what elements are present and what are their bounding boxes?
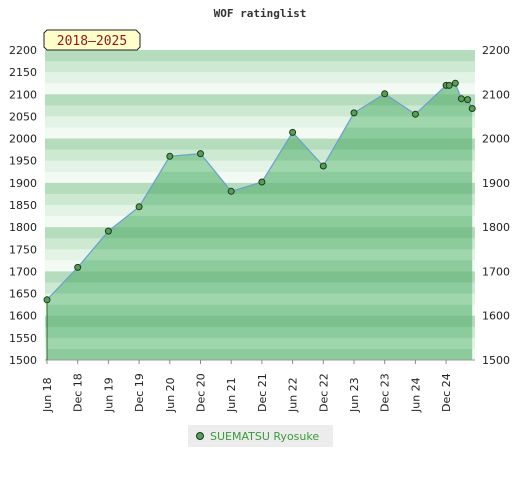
axes: [45, 300, 475, 364]
legend-label: SUEMATSU Ryosuke: [210, 429, 320, 443]
data-point: [227, 187, 235, 195]
data-point: [468, 105, 476, 112]
y-tick-label: 1550: [9, 332, 37, 345]
x-tick-label: Dec 24: [440, 373, 453, 412]
data-point: [135, 203, 143, 211]
y-tick-label-right: 1800: [482, 221, 510, 234]
y-tick-label: 1650: [9, 288, 37, 301]
y-tick-label: 1500: [9, 354, 37, 367]
background-band: [45, 171, 475, 184]
background-band: [45, 127, 475, 140]
background-band: [45, 138, 475, 151]
data-point: [258, 178, 266, 186]
y-tick-label: 2000: [9, 133, 37, 146]
data-point: [451, 79, 459, 87]
data-point: [104, 227, 112, 235]
x-axis: Jun 18 Dec 18 Jun 19 Dec 19 Jun 20 Dec 20 Jun …: [41, 373, 453, 413]
y-tick-label: 1700: [9, 265, 37, 278]
background-band: [45, 72, 475, 84]
y-tick-label-right: 2000: [482, 133, 510, 146]
x-tick-label: Dec 19: [133, 373, 146, 412]
data-point: [457, 95, 465, 103]
y-tick-label: 2200: [9, 44, 37, 57]
x-tick-label: Jun 19: [102, 377, 115, 413]
y-tick-label: 2150: [9, 66, 37, 79]
x-tick-label: Dec 22: [317, 373, 330, 412]
background-band: [45, 61, 475, 73]
data-point: [289, 128, 297, 136]
data-point: [197, 150, 204, 158]
y-axis-right: 1500 1600 1700 1800 1900 2000 2100 2200: [482, 44, 510, 367]
period-badge: 2018–2025: [43, 29, 141, 51]
y-tick-label-right: 1900: [482, 177, 510, 190]
data-point: [445, 81, 453, 89]
data-point: [464, 96, 472, 104]
background-band: [45, 149, 475, 162]
x-tick-label: Jun 21: [225, 377, 238, 413]
background-band: [45, 83, 475, 95]
x-tick-label: Dec 18: [72, 373, 85, 412]
data-point: [43, 296, 51, 304]
y-tick-label: 2100: [9, 88, 37, 101]
y-tick-label: 1850: [9, 199, 37, 212]
y-tick-label-right: 2100: [482, 88, 510, 101]
y-tick-label: 2050: [9, 110, 37, 123]
x-tick-label: Dec 21: [256, 373, 269, 412]
chart-title: WOF ratinglist: [214, 7, 307, 20]
background-band: [45, 160, 475, 173]
y-tick-label: 1600: [9, 310, 37, 323]
background-band: [45, 116, 475, 128]
period-badge-box: [43, 29, 141, 51]
x-tick-label: Jun 20: [164, 377, 177, 413]
y-tick-label-right: 1700: [482, 265, 510, 278]
legend: SUEMATSU Ryosuke: [188, 425, 333, 447]
data-points: [43, 79, 476, 304]
background-band: [45, 94, 475, 106]
data-point: [319, 162, 327, 170]
data-point: [350, 109, 358, 117]
data-point: [166, 152, 174, 160]
background-band: [45, 105, 475, 117]
y-axis-left: 1500 1550 1600 1650 1700 1750 1800 1850 1900 1950…: [9, 44, 37, 367]
data-point: [74, 263, 82, 271]
x-tick-label: Dec 20: [195, 373, 208, 412]
y-tick-label: 1800: [9, 221, 37, 234]
legend-marker: [196, 432, 204, 440]
x-tick-label: Jun 22: [287, 377, 300, 413]
y-tick-label-right: 2200: [482, 44, 510, 57]
x-tick-label: Dec 23: [379, 373, 392, 412]
y-tick-label: 1750: [9, 243, 37, 256]
y-tick-label-right: 1500: [482, 354, 510, 367]
x-tick-label: Jun 18: [41, 377, 54, 413]
rating-area-fill: [47, 83, 473, 360]
y-tick-label: 1950: [9, 155, 37, 168]
data-point: [411, 110, 419, 118]
y-tick-label: 1900: [9, 177, 37, 190]
x-tick-label: Jun 23: [348, 377, 361, 413]
background-band: [45, 50, 475, 62]
y-tick-label-right: 1600: [482, 310, 510, 323]
x-tick-label: Jun 24: [409, 377, 422, 413]
period-badge-label: 2018–2025: [57, 34, 127, 49]
data-point: [381, 90, 389, 98]
